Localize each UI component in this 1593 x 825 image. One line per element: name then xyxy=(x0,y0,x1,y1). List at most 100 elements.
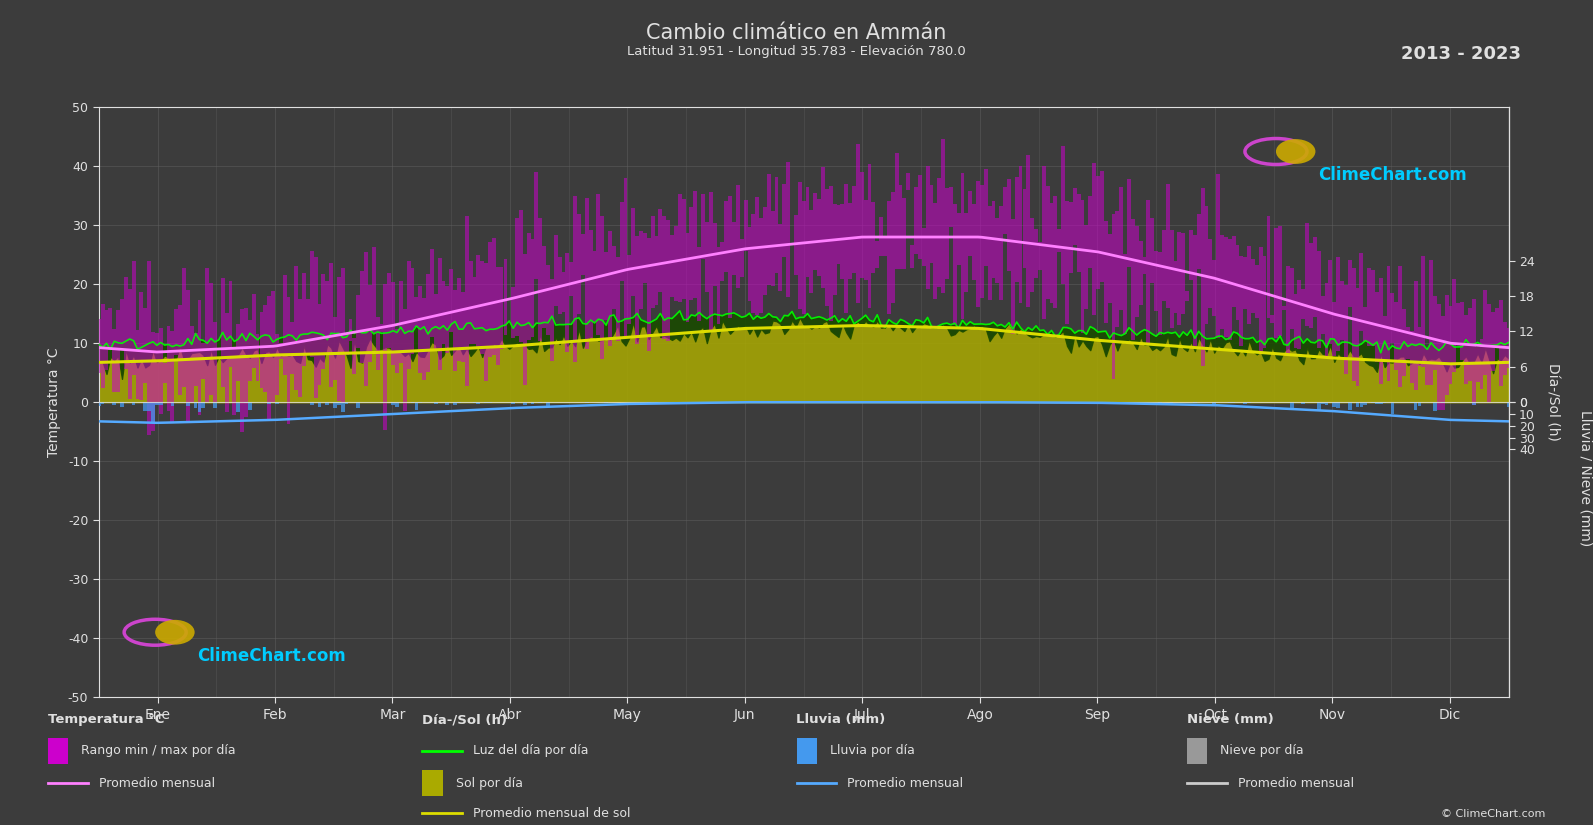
Text: Lluvia / Nieve (mm): Lluvia / Nieve (mm) xyxy=(1579,410,1593,547)
Bar xyxy=(387,273,392,348)
Bar xyxy=(205,268,209,402)
Bar xyxy=(1058,229,1061,252)
Bar xyxy=(817,199,820,276)
Bar xyxy=(969,191,972,256)
Bar xyxy=(425,274,430,371)
Bar xyxy=(132,261,135,375)
Bar xyxy=(798,182,801,309)
Bar xyxy=(984,169,988,266)
Bar xyxy=(828,186,833,321)
Bar xyxy=(1402,309,1407,376)
Bar xyxy=(639,231,644,309)
Bar xyxy=(255,334,260,381)
Bar xyxy=(1461,302,1464,360)
Bar xyxy=(558,257,562,314)
Bar xyxy=(868,164,871,309)
Bar xyxy=(298,299,303,397)
Bar xyxy=(236,403,241,412)
Bar xyxy=(527,233,530,340)
Bar xyxy=(820,167,825,288)
Bar xyxy=(441,281,446,345)
Bar xyxy=(360,271,365,363)
Bar xyxy=(1228,239,1231,340)
Bar xyxy=(357,295,360,348)
Bar xyxy=(693,191,698,298)
Bar xyxy=(1348,403,1351,410)
Bar xyxy=(863,200,868,280)
Bar xyxy=(515,218,519,336)
Bar xyxy=(542,246,546,328)
Bar xyxy=(1134,227,1139,318)
Bar xyxy=(1507,328,1510,368)
Bar xyxy=(1236,245,1239,320)
Bar xyxy=(213,403,217,408)
Bar xyxy=(213,322,217,402)
Bar xyxy=(1131,219,1134,340)
Bar xyxy=(875,241,879,268)
Bar xyxy=(124,277,127,369)
Bar xyxy=(1258,247,1263,354)
Bar xyxy=(1375,292,1380,362)
Bar xyxy=(190,326,194,402)
Bar xyxy=(825,189,828,306)
Bar xyxy=(1467,308,1472,381)
Bar xyxy=(1158,252,1161,335)
Bar xyxy=(186,403,190,406)
Bar xyxy=(495,267,500,365)
Bar xyxy=(1480,339,1483,389)
Bar xyxy=(395,403,398,407)
Bar xyxy=(1023,189,1026,268)
Bar xyxy=(685,233,690,322)
Bar xyxy=(573,196,577,361)
Bar xyxy=(1034,229,1039,278)
Bar xyxy=(1247,246,1251,324)
Bar xyxy=(392,403,395,405)
Bar xyxy=(1255,265,1258,318)
Bar xyxy=(1212,260,1215,316)
Bar xyxy=(1356,403,1359,407)
Bar xyxy=(1437,304,1440,410)
Bar xyxy=(119,403,124,408)
Bar xyxy=(452,290,457,370)
Bar xyxy=(446,403,449,405)
Bar xyxy=(530,238,535,337)
Bar xyxy=(1128,178,1131,266)
Bar xyxy=(1185,291,1188,301)
Bar xyxy=(1015,177,1018,282)
Bar xyxy=(454,403,457,405)
Bar xyxy=(1352,268,1356,380)
Bar xyxy=(988,206,991,300)
Bar xyxy=(1031,218,1034,292)
Bar xyxy=(263,305,268,392)
Bar xyxy=(1325,283,1329,358)
Bar xyxy=(1483,290,1488,375)
Bar xyxy=(701,194,704,259)
Bar xyxy=(538,218,542,341)
Bar xyxy=(1096,176,1099,289)
Bar xyxy=(236,323,241,381)
Bar xyxy=(338,277,341,401)
Bar xyxy=(647,238,650,351)
Bar xyxy=(890,192,895,304)
Bar xyxy=(1413,403,1418,410)
Bar xyxy=(349,318,352,341)
Bar xyxy=(589,229,593,338)
Bar xyxy=(155,403,159,405)
Bar xyxy=(581,233,585,275)
Bar xyxy=(733,222,736,276)
Bar xyxy=(487,243,492,357)
Bar xyxy=(1243,257,1247,309)
Bar xyxy=(1502,322,1507,375)
Bar xyxy=(476,255,479,350)
Bar xyxy=(1410,331,1413,384)
Bar xyxy=(1421,256,1426,367)
Bar xyxy=(371,247,376,333)
Bar xyxy=(926,166,930,289)
Bar xyxy=(97,318,100,373)
Bar xyxy=(977,182,980,307)
Bar xyxy=(1413,281,1418,390)
Bar xyxy=(344,333,349,355)
Bar xyxy=(1337,403,1340,408)
Bar xyxy=(801,200,806,314)
Bar xyxy=(457,278,460,361)
